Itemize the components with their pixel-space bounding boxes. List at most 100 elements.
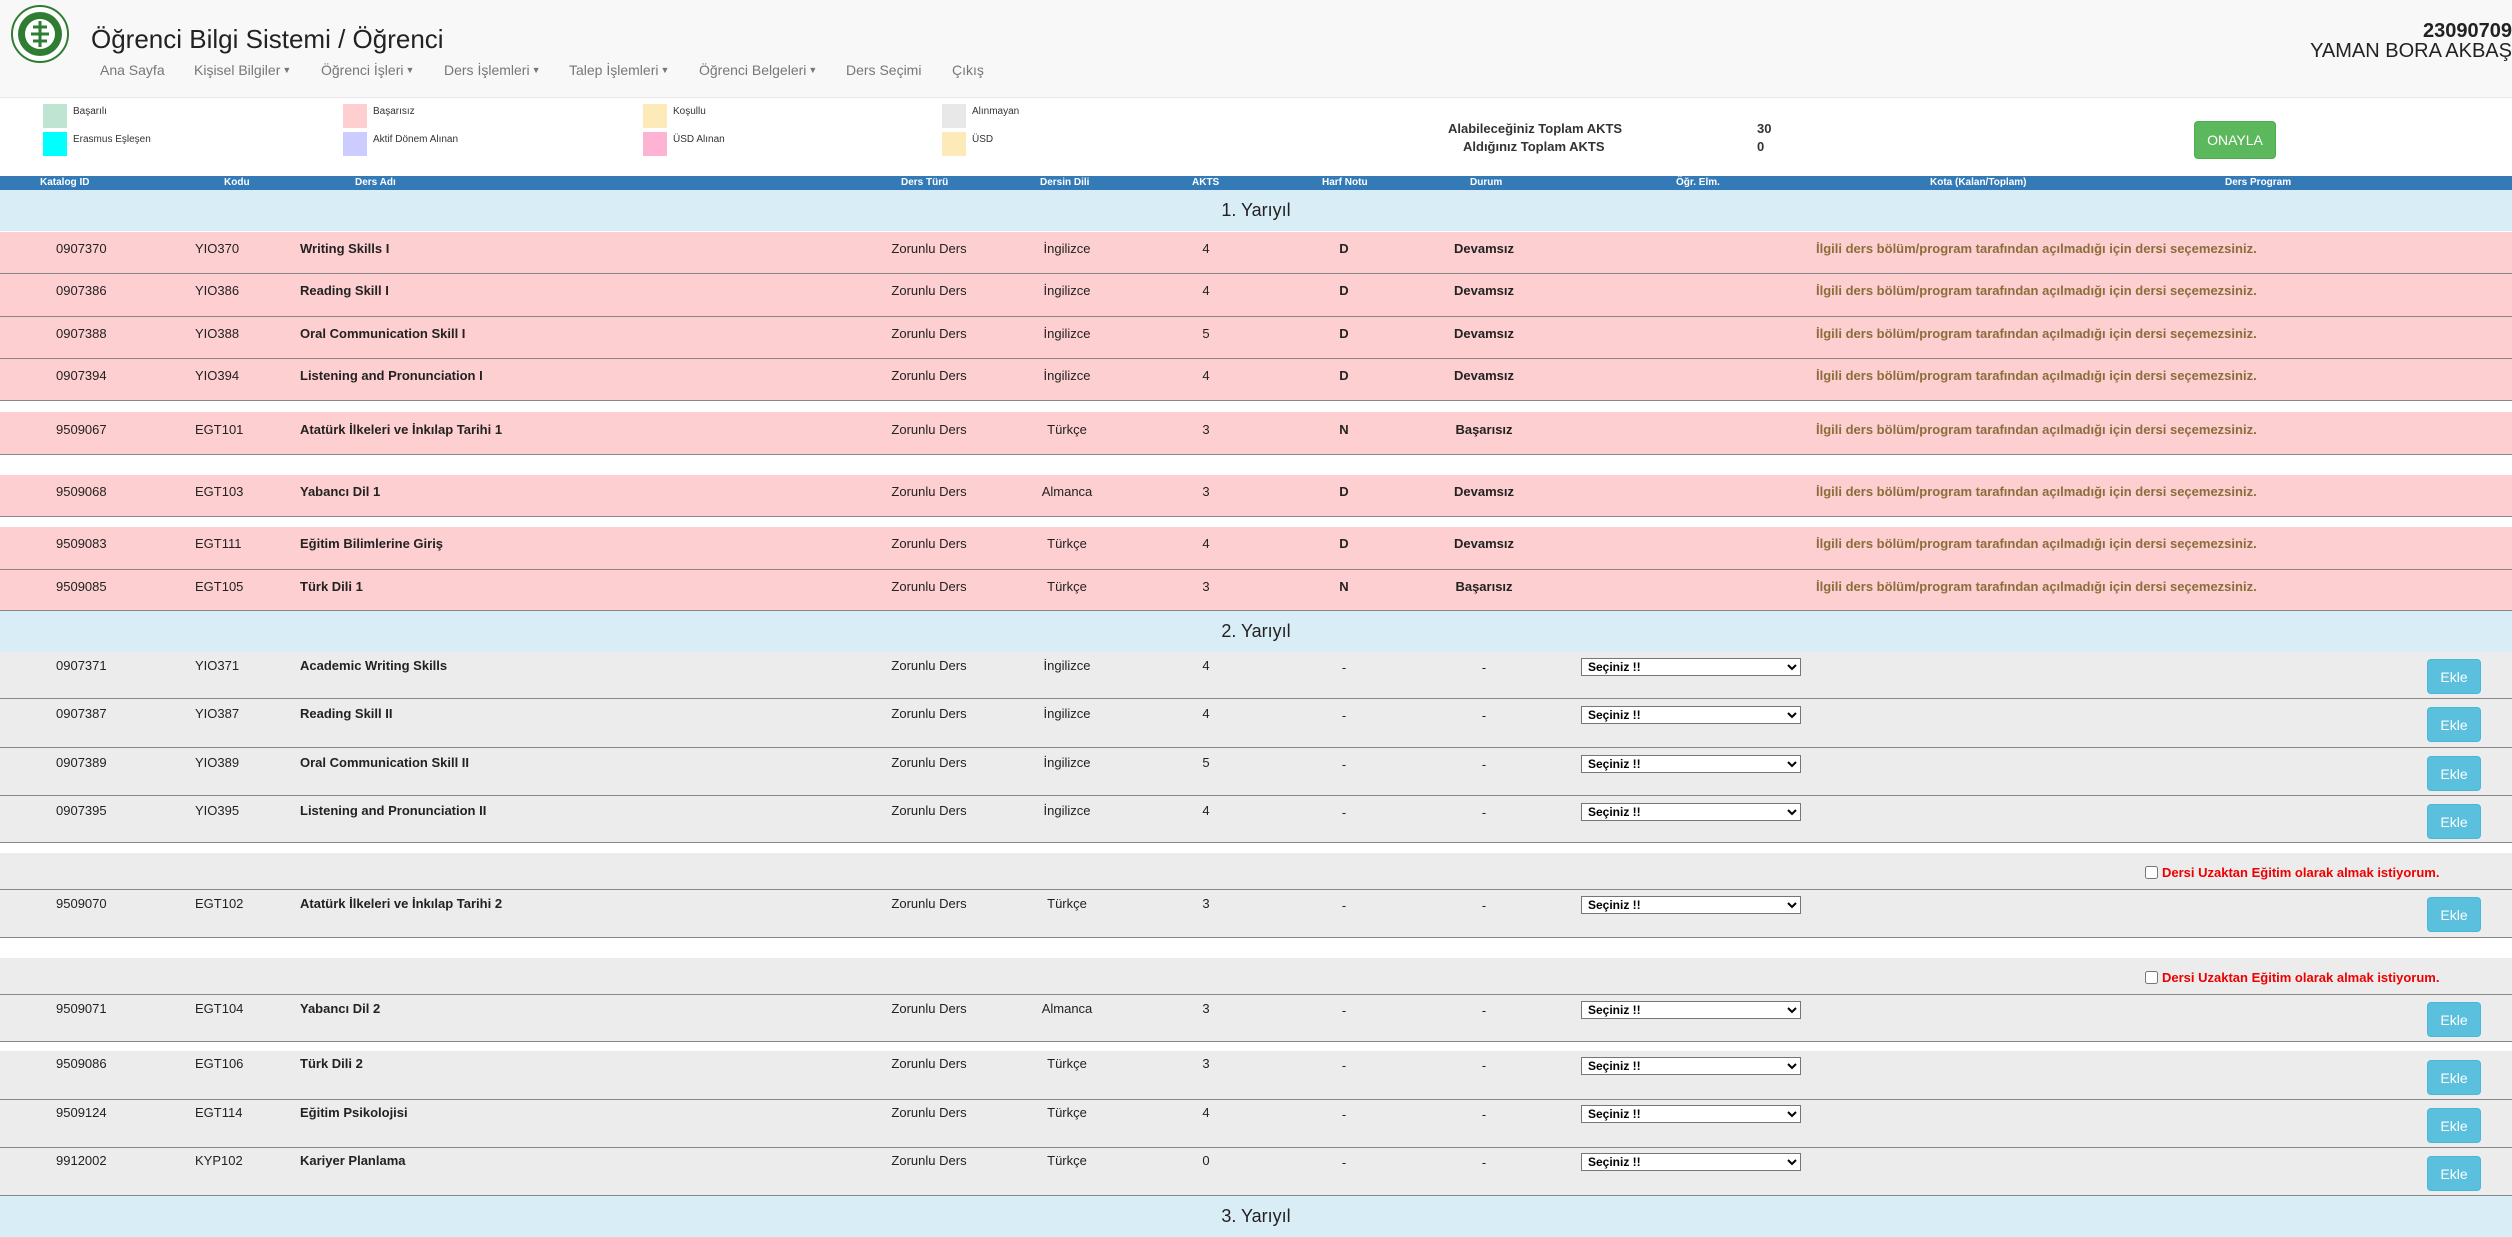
table-row: 9509070 EGT102 Atatürk İlkeleri ve İnkıl… bbox=[0, 890, 2512, 938]
student-number: 23090709 bbox=[2423, 20, 2512, 42]
nav-request-operations[interactable]: Talep İşlemleri ▼ bbox=[569, 62, 670, 78]
legend-swatch bbox=[43, 104, 67, 128]
add-course-button[interactable]: Ekle bbox=[2427, 1156, 2481, 1191]
table-row: 0907388 YIO388 Oral Communication Skill … bbox=[0, 317, 2512, 359]
table-row: 9509083 EGT111 Eğitim Bilimlerine Giriş … bbox=[0, 527, 2512, 570]
instructor-select[interactable]: Seçiniz !! bbox=[1581, 1057, 1801, 1075]
distance-learning-option[interactable]: Dersi Uzaktan Eğitim olarak almak istiyo… bbox=[2145, 970, 2439, 985]
nav-student-affairs[interactable]: Öğrenci İşleri ▼ bbox=[321, 62, 415, 78]
distance-learning-row: Dersi Uzaktan Eğitim olarak almak istiyo… bbox=[0, 958, 2512, 995]
legend-item: Başarısız bbox=[343, 98, 415, 128]
course-name: Listening and Pronunciation II bbox=[300, 803, 487, 818]
status-text: Başarısız bbox=[1455, 422, 1513, 437]
add-course-button[interactable]: Ekle bbox=[2427, 1060, 2481, 1095]
table-row: 9509085 EGT105 Türk Dili 1 Zorunlu Ders … bbox=[0, 570, 2512, 611]
col-schedule: Ders Program bbox=[2225, 177, 2292, 188]
status-text: Devamsız bbox=[1454, 368, 1514, 383]
course-name: Listening and Pronunciation I bbox=[300, 368, 483, 383]
course-name: Türk Dili 1 bbox=[300, 579, 363, 594]
legend-swatch bbox=[942, 132, 966, 156]
legend-item: Koşullu bbox=[643, 98, 706, 128]
status-text: Devamsız bbox=[1454, 484, 1514, 499]
nav-student-documents[interactable]: Öğrenci Belgeleri ▼ bbox=[699, 62, 818, 78]
col-catalog-id: Katalog ID bbox=[40, 177, 90, 188]
akts-max-label: Alabileceğiniz Toplam AKTS bbox=[1448, 121, 1623, 136]
table-row: 0907371 YIO371 Academic Writing Skills Z… bbox=[0, 652, 2512, 699]
nav-course-selection[interactable]: Ders Seçimi bbox=[846, 62, 922, 78]
distance-learning-option[interactable]: Dersi Uzaktan Eğitim olarak almak istiyo… bbox=[2145, 865, 2439, 880]
add-course-button[interactable]: Ekle bbox=[2427, 897, 2481, 932]
col-course-type: Ders Türü bbox=[901, 177, 949, 188]
instructor-select[interactable]: Seçiniz !! bbox=[1581, 1001, 1801, 1019]
student-name: YAMAN BORA AKBAŞ bbox=[2310, 40, 2512, 62]
add-course-button[interactable]: Ekle bbox=[2427, 1108, 2481, 1143]
caret-down-icon: ▼ bbox=[282, 65, 292, 75]
course-name: Reading Skill I bbox=[300, 283, 389, 298]
table-row: 9509067 EGT101 Atatürk İlkeleri ve İnkıl… bbox=[0, 412, 2512, 455]
nav-personal-info[interactable]: Kişisel Bilgiler ▼ bbox=[194, 62, 292, 78]
instructor-select[interactable]: Seçiniz !! bbox=[1581, 1153, 1801, 1171]
col-letter-grade: Harf Notu bbox=[1322, 177, 1368, 188]
add-course-button[interactable]: Ekle bbox=[2427, 756, 2481, 791]
table-row: 9509124 EGT114 Eğitim Psikolojisi Zorunl… bbox=[0, 1100, 2512, 1148]
course-name: Atatürk İlkeleri ve İnkılap Tarihi 1 bbox=[300, 422, 503, 437]
status-text: Devamsız bbox=[1454, 536, 1514, 551]
row-spacer bbox=[0, 517, 2512, 527]
row-spacer bbox=[0, 843, 2512, 853]
fail-message: İlgili ders bölüm/program tarafından açı… bbox=[1816, 241, 2257, 256]
status-legend: Başarılı Başarısız Koşullu Alınmayan Era… bbox=[0, 98, 2512, 178]
table-row: 9509071 EGT104 Yabancı Dil 2 Zorunlu Der… bbox=[0, 995, 2512, 1042]
course-name: Oral Communication Skill II bbox=[300, 755, 470, 770]
instructor-select[interactable]: Seçiniz !! bbox=[1581, 755, 1801, 773]
instructor-select[interactable]: Seçiniz !! bbox=[1581, 803, 1801, 821]
course-name: Atatürk İlkeleri ve İnkılap Tarihi 2 bbox=[300, 896, 503, 911]
distance-learning-checkbox[interactable] bbox=[2145, 866, 2158, 879]
legend-swatch bbox=[643, 104, 667, 128]
legend-item: ÜSD Alınan bbox=[643, 126, 725, 156]
fail-message: İlgili ders bölüm/program tarafından açı… bbox=[1816, 579, 2257, 594]
col-language: Dersin Dili bbox=[1040, 177, 1090, 188]
top-navbar: Öğrenci Bilgi Sistemi / Öğrenci Ana Sayf… bbox=[0, 0, 2512, 98]
semester-header: 1. Yarıyıl bbox=[0, 190, 2512, 231]
legend-swatch bbox=[343, 104, 367, 128]
course-name: Yabancı Dil 2 bbox=[300, 1001, 381, 1016]
instructor-select[interactable]: Seçiniz !! bbox=[1581, 706, 1801, 724]
table-row: 0907389 YIO389 Oral Communication Skill … bbox=[0, 748, 2512, 796]
instructor-select[interactable]: Seçiniz !! bbox=[1581, 1105, 1801, 1123]
caret-down-icon: ▼ bbox=[808, 65, 818, 75]
fail-message: İlgili ders bölüm/program tarafından açı… bbox=[1816, 283, 2257, 298]
legend-swatch bbox=[942, 104, 966, 128]
fail-message: İlgili ders bölüm/program tarafından açı… bbox=[1816, 536, 2257, 551]
legend-item: Erasmus Eşleşen bbox=[43, 126, 151, 156]
approve-button[interactable]: ONAYLA bbox=[2194, 121, 2276, 159]
course-name: Reading Skill II bbox=[300, 706, 393, 721]
instructor-select[interactable]: Seçiniz !! bbox=[1581, 658, 1801, 676]
instructor-select[interactable]: Seçiniz !! bbox=[1581, 896, 1801, 914]
legend-item: Başarılı bbox=[43, 98, 107, 128]
fail-message: İlgili ders bölüm/program tarafından açı… bbox=[1816, 368, 2257, 383]
table-row: 9509086 EGT106 Türk Dili 2 Zorunlu Ders … bbox=[0, 1051, 2512, 1100]
caret-down-icon: ▼ bbox=[660, 65, 670, 75]
table-row: 9509068 EGT103 Yabancı Dil 1 Zorunlu Der… bbox=[0, 475, 2512, 517]
add-course-button[interactable]: Ekle bbox=[2427, 804, 2481, 839]
fail-message: İlgili ders bölüm/program tarafından açı… bbox=[1816, 422, 2257, 437]
add-course-button[interactable]: Ekle bbox=[2427, 1002, 2481, 1037]
table-row: 0907387 YIO387 Reading Skill II Zorunlu … bbox=[0, 699, 2512, 748]
distance-learning-checkbox[interactable] bbox=[2145, 971, 2158, 984]
nav-home[interactable]: Ana Sayfa bbox=[100, 62, 165, 78]
table-row: 0907395 YIO395 Listening and Pronunciati… bbox=[0, 796, 2512, 843]
legend-swatch bbox=[43, 132, 67, 156]
table-row: 0907370 YIO370 Writing Skills I Zorunlu … bbox=[0, 232, 2512, 274]
nav-course-operations[interactable]: Ders İşlemleri ▼ bbox=[444, 62, 541, 78]
table-row: 0907386 YIO386 Reading Skill I Zorunlu D… bbox=[0, 274, 2512, 317]
legend-item: ÜSD bbox=[942, 126, 993, 156]
col-status: Durum bbox=[1470, 177, 1503, 188]
university-logo-icon bbox=[11, 5, 69, 63]
add-course-button[interactable]: Ekle bbox=[2427, 707, 2481, 742]
course-name: Eğitim Psikolojisi bbox=[300, 1105, 408, 1120]
col-code: Kodu bbox=[224, 177, 250, 188]
legend-item: Aktif Dönem Alınan bbox=[343, 126, 458, 156]
distance-learning-row: Dersi Uzaktan Eğitim olarak almak istiyo… bbox=[0, 853, 2512, 890]
add-course-button[interactable]: Ekle bbox=[2427, 659, 2481, 694]
nav-logout[interactable]: Çıkış bbox=[952, 62, 984, 78]
